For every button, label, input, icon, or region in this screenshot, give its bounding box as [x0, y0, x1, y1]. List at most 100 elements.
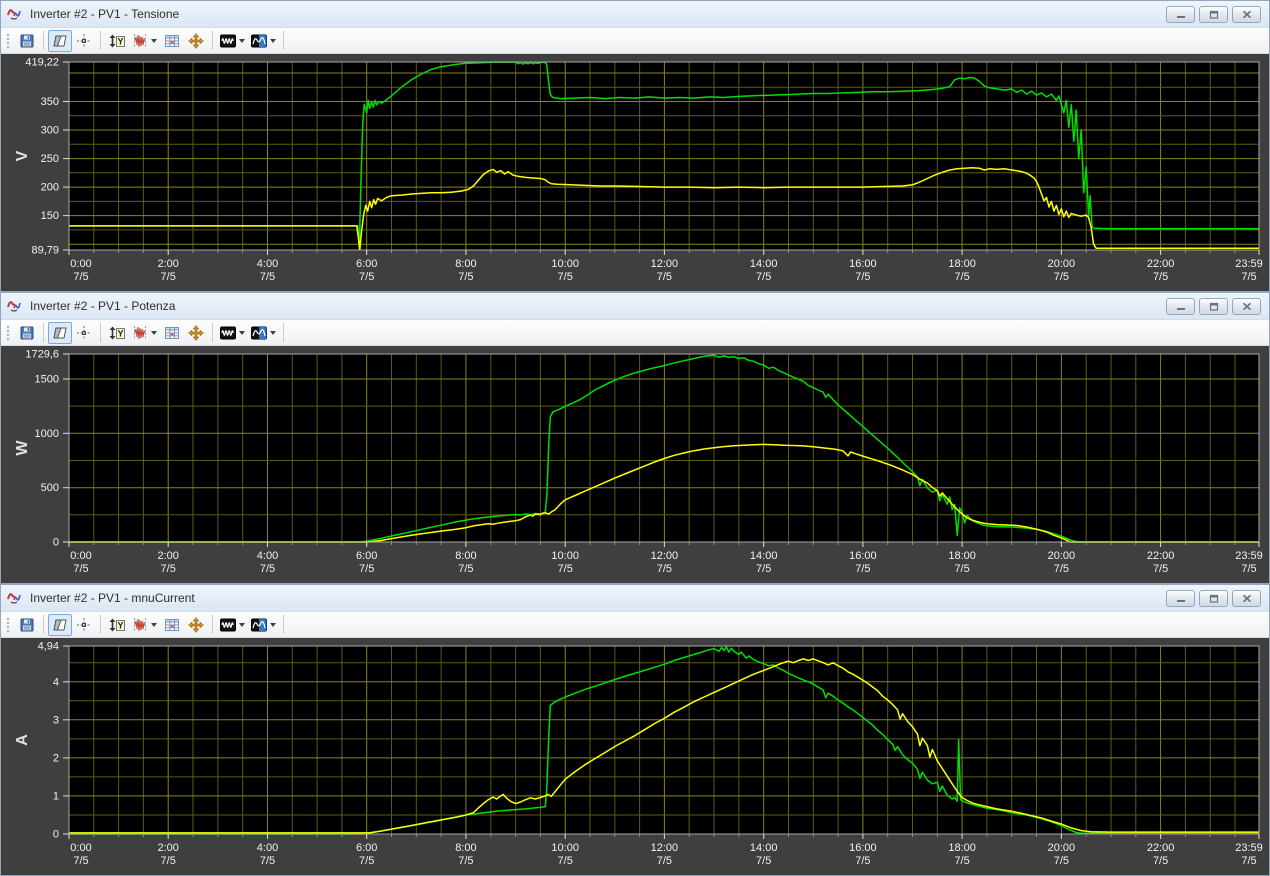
toolbar-waveform-blue-button[interactable] [248, 30, 279, 52]
svg-text:7/5: 7/5 [1054, 563, 1069, 575]
waveform-blue-icon [251, 325, 267, 341]
maximize-button[interactable] [1199, 297, 1228, 315]
svg-text:7/5: 7/5 [1054, 271, 1069, 283]
toolbar-waveform-dark-button[interactable] [217, 322, 248, 344]
toolbar-data-table-button[interactable] [160, 322, 184, 344]
svg-text:1729,6: 1729,6 [25, 349, 59, 361]
maximize-button[interactable] [1199, 589, 1228, 607]
toolbar-separator [212, 31, 213, 50]
toolbar-plot-style-toggle-button[interactable] [48, 29, 72, 52]
svg-text:7/5: 7/5 [73, 271, 88, 283]
svg-text:8:00: 8:00 [455, 550, 476, 562]
toolbar-separator [212, 323, 213, 342]
svg-text:7/5: 7/5 [1241, 855, 1256, 867]
waveform-dark-icon [220, 33, 236, 49]
plot-style-toggle-icon [52, 33, 68, 49]
svg-text:7/5: 7/5 [1153, 855, 1168, 867]
window-controls [1166, 297, 1261, 315]
svg-text:8:00: 8:00 [455, 842, 476, 854]
svg-text:12:00: 12:00 [651, 258, 679, 270]
svg-text:0:00: 0:00 [70, 550, 91, 562]
toolbar-data-table-button[interactable] [160, 614, 184, 636]
window-title: Inverter #2 - PV1 - Tensione [30, 7, 180, 21]
dropdown-arrow-icon [270, 622, 276, 627]
svg-text:1: 1 [53, 790, 59, 802]
maximize-button[interactable] [1199, 5, 1228, 23]
svg-text:7/5: 7/5 [1153, 563, 1168, 575]
svg-text:200: 200 [41, 182, 59, 194]
window-titlebar[interactable]: Inverter #2 - PV1 - Potenza [1, 293, 1269, 320]
chart-plot-area[interactable]: 1729,6 1500 1000 500 0 0:00 7/5 2:00 7/5 4:00 7/5 6… [1, 346, 1269, 583]
toolbar-y-axis-scale-button[interactable]: Y [105, 30, 129, 52]
toolbar-plot-style-toggle-button[interactable] [48, 321, 72, 344]
svg-text:7/5: 7/5 [1153, 271, 1168, 283]
toolbar-compress-waveform-button[interactable] [129, 322, 160, 344]
svg-text:4:00: 4:00 [257, 842, 278, 854]
svg-text:7/5: 7/5 [558, 563, 573, 575]
dropdown-arrow-icon [239, 330, 245, 335]
chart-canvas: 4,94432100:007/52:007/54:007/56:007/58:0… [14, 641, 1263, 868]
toolbar-y-axis-scale-button[interactable]: Y [105, 322, 129, 344]
window-titlebar[interactable]: Inverter #2 - PV1 - mnuCurrent [1, 585, 1269, 612]
window-titlebar[interactable]: Inverter #2 - PV1 - Tensione [1, 1, 1269, 28]
svg-text:7/5: 7/5 [657, 563, 672, 575]
svg-text:7/5: 7/5 [657, 271, 672, 283]
minimize-button[interactable] [1166, 297, 1195, 315]
toolbar-save-button[interactable] [15, 322, 39, 344]
chart-window: Inverter #2 - PV1 - Tensione Y 419,22 350… [0, 0, 1270, 292]
toolbar-waveform-dark-button[interactable] [217, 30, 248, 52]
svg-text:7/5: 7/5 [260, 563, 275, 575]
svg-text:22:00: 22:00 [1147, 842, 1175, 854]
minimize-button[interactable] [1166, 589, 1195, 607]
toolbar-save-button[interactable] [15, 30, 39, 52]
svg-text:23:59: 23:59 [1235, 258, 1263, 270]
svg-text:Y: Y [117, 36, 123, 46]
toolbar-waveform-blue-button[interactable] [248, 614, 279, 636]
svg-text:7/5: 7/5 [161, 563, 176, 575]
toolbar-waveform-blue-button[interactable] [248, 322, 279, 344]
toolbar-compress-waveform-button[interactable] [129, 30, 160, 52]
svg-text:20:00: 20:00 [1048, 258, 1076, 270]
svg-text:22:00: 22:00 [1147, 550, 1175, 562]
chart-plot-area[interactable]: 419,22 350 300 250 200 150 89,79 0:00 7/5 2:00 7/5… [1, 54, 1269, 291]
waveform-dark-icon [220, 325, 236, 341]
svg-text:7/5: 7/5 [855, 271, 870, 283]
toolbar-y-axis-scale-button[interactable]: Y [105, 614, 129, 636]
chart-toolbar: Y [1, 320, 1269, 346]
waveform-blue-icon [251, 33, 267, 49]
toolbar-crosshair-cursor-button[interactable] [72, 30, 96, 52]
svg-text:7/5: 7/5 [954, 855, 969, 867]
toolbar-crosshair-cursor-button[interactable] [72, 614, 96, 636]
close-button[interactable] [1232, 5, 1261, 23]
toolbar-pan-button[interactable] [184, 30, 208, 52]
svg-text:20:00: 20:00 [1048, 842, 1076, 854]
svg-text:Y: Y [117, 328, 123, 338]
y-axis-scale-icon: Y [109, 617, 125, 633]
toolbar-grip[interactable] [6, 616, 10, 633]
close-icon [1242, 302, 1251, 310]
toolbar-crosshair-cursor-button[interactable] [72, 322, 96, 344]
svg-text:12:00: 12:00 [651, 842, 679, 854]
close-button[interactable] [1232, 589, 1261, 607]
toolbar-data-table-button[interactable] [160, 30, 184, 52]
y-axis-scale-icon: Y [109, 325, 125, 341]
waveform-dark-icon [220, 617, 236, 633]
svg-text:23:59: 23:59 [1235, 842, 1263, 854]
toolbar-compress-waveform-button[interactable] [129, 614, 160, 636]
svg-text:4:00: 4:00 [257, 258, 278, 270]
toolbar-plot-style-toggle-button[interactable] [48, 613, 72, 636]
toolbar-pan-button[interactable] [184, 614, 208, 636]
toolbar-grip[interactable] [6, 32, 10, 49]
minimize-button[interactable] [1166, 5, 1195, 23]
chart-plot-area[interactable]: 4,94 4 3 2 1 0 0:00 7/5 2:00 7/5 4:00 7/5 6:00 7/5 8:0… [1, 638, 1269, 875]
toolbar-waveform-dark-button[interactable] [217, 614, 248, 636]
close-button[interactable] [1232, 297, 1261, 315]
window-controls [1166, 5, 1261, 23]
toolbar-save-button[interactable] [15, 614, 39, 636]
dropdown-arrow-icon [151, 38, 157, 43]
crosshair-cursor-icon [76, 33, 92, 49]
maximize-icon [1209, 302, 1218, 311]
svg-text:7/5: 7/5 [1054, 855, 1069, 867]
toolbar-grip[interactable] [6, 324, 10, 341]
toolbar-pan-button[interactable] [184, 322, 208, 344]
